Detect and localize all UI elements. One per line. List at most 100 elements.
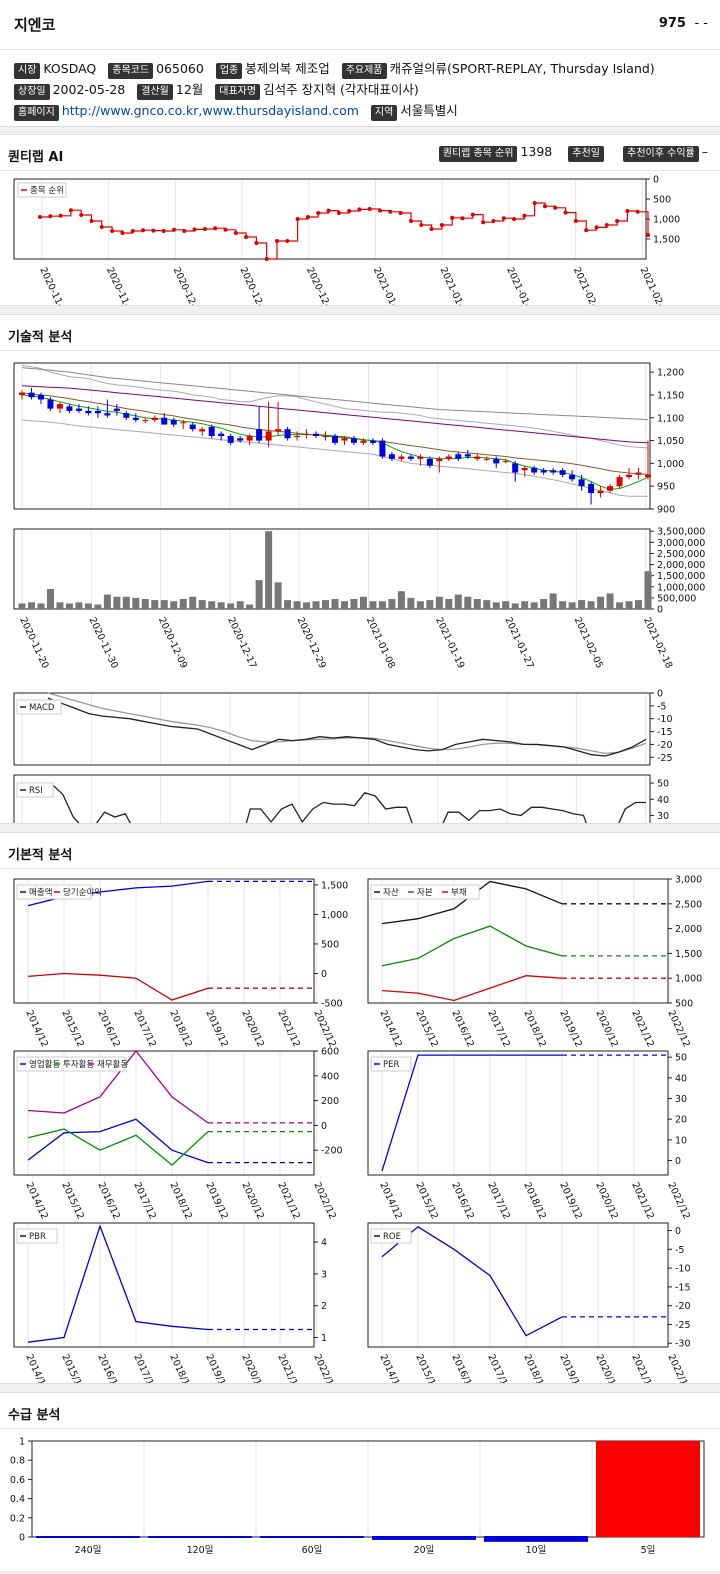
cashflow-x-label: 2019/12 bbox=[203, 1181, 230, 1221]
balance-x-label: 2018/12 bbox=[521, 1009, 548, 1049]
info-label: 시장 bbox=[14, 63, 41, 79]
volume-bar bbox=[27, 602, 35, 609]
supply-bar bbox=[148, 1536, 252, 1538]
roe-y-tick-label: -15 bbox=[675, 1282, 691, 1293]
volume-y-tick-label: 3,500,000 bbox=[657, 527, 705, 538]
candle-body bbox=[474, 456, 481, 459]
pbr-x-label: 2016/12 bbox=[95, 1353, 122, 1383]
candle-body bbox=[284, 429, 291, 439]
plot-frame bbox=[367, 1222, 669, 1348]
supply-y-tick-label: 0 bbox=[19, 1533, 25, 1544]
quant-title: 퀀티랩 AI bbox=[8, 150, 64, 165]
per-y-tick-label: 20 bbox=[675, 1115, 687, 1126]
revenue-y-tick-label: 500 bbox=[321, 939, 339, 950]
volume-bar bbox=[160, 600, 168, 609]
legend-label: 자산 bbox=[383, 887, 399, 898]
legend-label: 부채 bbox=[451, 887, 467, 898]
candle-body bbox=[275, 429, 282, 432]
balance-x-label: 2020/12 bbox=[593, 1009, 620, 1049]
volume-bar bbox=[141, 599, 149, 609]
rank-point bbox=[233, 231, 238, 235]
candle-body bbox=[578, 479, 585, 487]
rank-point bbox=[594, 225, 599, 230]
price-change: - - bbox=[694, 16, 708, 31]
supply-section-title: 수급 분석 bbox=[0, 1393, 720, 1429]
pbr-y-tick-label: 1 bbox=[321, 1333, 327, 1344]
candle-body bbox=[47, 399, 54, 409]
roe-y-tick-label: -25 bbox=[675, 1320, 691, 1331]
return-value: – bbox=[701, 144, 708, 159]
info-value: 서울특별시 bbox=[400, 103, 458, 118]
rank-x-label: 2020-11-20 bbox=[37, 266, 70, 305]
cashflow-x-label: 2022/12 bbox=[311, 1181, 338, 1221]
rank-x-label: 2020-12-09 bbox=[171, 266, 204, 305]
rank-point bbox=[182, 229, 187, 233]
supply-chart: 0 0.2 0.4 0.6 0.8 1 240일 120일 60일 20일 10일 5일 bbox=[10, 1437, 705, 1556]
candle-body bbox=[360, 440, 367, 443]
rank-y-tick-label: 1,500 bbox=[653, 235, 680, 246]
supply-y-tick-label: 0.8 bbox=[10, 1456, 25, 1467]
volume-bar bbox=[170, 601, 178, 609]
volume-bar bbox=[606, 593, 614, 609]
supply-y-tick-label: 0.2 bbox=[10, 1513, 25, 1524]
rsi-y-tick-label: 50 bbox=[657, 779, 669, 790]
technical-chart: 9009501,0001,0501,1001,1501,2000500,0001… bbox=[13, 362, 705, 852]
fund-section-title: 기본적 분석 bbox=[0, 833, 720, 869]
candle-body bbox=[398, 456, 405, 459]
rank-point bbox=[141, 228, 146, 233]
rank-point bbox=[573, 219, 578, 223]
candle-body bbox=[66, 406, 73, 411]
supply-x-label: 60일 bbox=[302, 1545, 323, 1556]
info-label: 결산월 bbox=[137, 84, 173, 100]
cashflow-y-tick-label: 200 bbox=[321, 1096, 339, 1107]
volume-bar bbox=[502, 601, 510, 609]
volume-bar bbox=[435, 596, 443, 609]
ma20-line bbox=[21, 392, 649, 475]
macd-y-tick-label: -20 bbox=[657, 740, 673, 751]
volume-bar bbox=[340, 601, 348, 609]
candle-body bbox=[369, 440, 376, 443]
candle-body bbox=[607, 486, 614, 491]
price-y-tick-label: 900 bbox=[657, 505, 675, 516]
rank-point bbox=[48, 214, 53, 219]
candle-body bbox=[332, 436, 338, 443]
revenue-y-tick-label: -500 bbox=[321, 999, 343, 1010]
volume-x-label: 2020-12-09 bbox=[156, 616, 189, 671]
cashflow-x-label: 2014/12 bbox=[23, 1181, 50, 1221]
candle-body bbox=[303, 433, 310, 435]
volume-x-label: 2020-11-30 bbox=[87, 616, 120, 671]
rank-x-label: 2021-01-19 bbox=[437, 266, 470, 305]
info-value: 12월 bbox=[175, 82, 204, 97]
balance-y-tick-label: 1,500 bbox=[675, 949, 702, 960]
balance-x-label: 2017/12 bbox=[485, 1009, 512, 1049]
candle-body bbox=[75, 408, 82, 411]
info-label: 지역 bbox=[370, 105, 398, 121]
candle-body bbox=[208, 426, 215, 436]
legend-label: 매출액 bbox=[29, 887, 52, 898]
plot-frame bbox=[13, 878, 315, 1004]
cashflow-x-label: 2021/12 bbox=[275, 1181, 302, 1221]
candle-body bbox=[445, 456, 452, 459]
homepage-link[interactable]: http://www.gnco.co.kr,www.thursdayisland… bbox=[61, 103, 359, 118]
legend-box bbox=[17, 182, 67, 198]
supply-x-label: 20일 bbox=[414, 1545, 435, 1556]
rank-x-label: 2020-11-30 bbox=[104, 266, 137, 305]
rank-point bbox=[625, 209, 630, 213]
price-y-tick-label: 1,200 bbox=[657, 368, 684, 379]
rank-point bbox=[615, 219, 620, 223]
bollinger-lower bbox=[21, 419, 648, 497]
legend-box bbox=[370, 1228, 412, 1244]
candle-body bbox=[104, 413, 111, 416]
rank-point bbox=[336, 211, 341, 215]
revenue-line bbox=[27, 972, 209, 1001]
rank-point bbox=[223, 227, 228, 232]
price-y-tick-label: 1,100 bbox=[657, 413, 684, 424]
per-line bbox=[381, 1054, 562, 1172]
volume-bar bbox=[179, 599, 187, 609]
per-x-label: 2018/12 bbox=[521, 1181, 548, 1221]
volume-y-tick-label: 0 bbox=[657, 605, 663, 616]
volume-bar bbox=[454, 594, 462, 609]
rank-point bbox=[151, 228, 156, 233]
balance-x-label: 2014/12 bbox=[377, 1009, 404, 1049]
